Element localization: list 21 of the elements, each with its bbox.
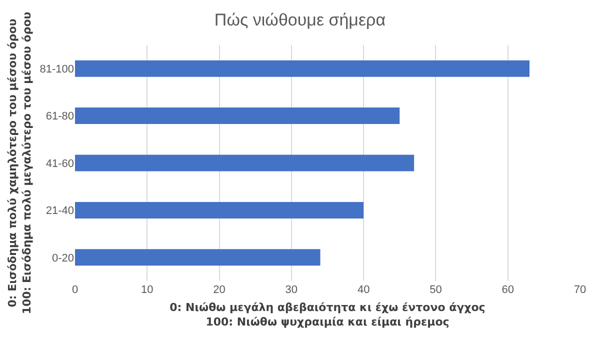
- bar: [75, 60, 530, 77]
- y-tick-label: 21-40: [46, 205, 74, 218]
- y-tick-label: 41-60: [46, 158, 74, 170]
- x-tick-label: 30: [285, 284, 298, 296]
- x-tick-label: 10: [141, 284, 154, 296]
- y-axis-title: 0: Εισόδημα πολύ χαμηλότερο του μέσου όρου 100: Εισόδημα πολύ μεγαλύτερο του μέσου όρου: [6, 12, 34, 314]
- x-tick-label: 0: [72, 284, 78, 296]
- bar: [75, 202, 364, 218]
- x-tick-label: 70: [574, 284, 586, 296]
- x-tick-label: 20: [213, 284, 226, 296]
- y-tick-label: 0-20: [52, 252, 74, 264]
- x-tick-label: 60: [502, 284, 514, 296]
- x-tick-label: 50: [430, 284, 442, 296]
- x-tick-label: 40: [357, 284, 370, 296]
- bar: [75, 154, 414, 172]
- chart-title: Πώς νιώθουμε σήμερα: [214, 10, 386, 30]
- x-axis-title: 0: Νιώθω μεγάλη αβεβαιότητα κι έχω έντονο άγχος 100: Νιώθω ψυχραιμία και είμαι ήρεμος: [170, 301, 486, 328]
- bar: [75, 108, 400, 124]
- y-tick-label: 81-100: [40, 63, 74, 76]
- y-tick-label: 61-80: [46, 110, 74, 123]
- bar: [75, 249, 320, 266]
